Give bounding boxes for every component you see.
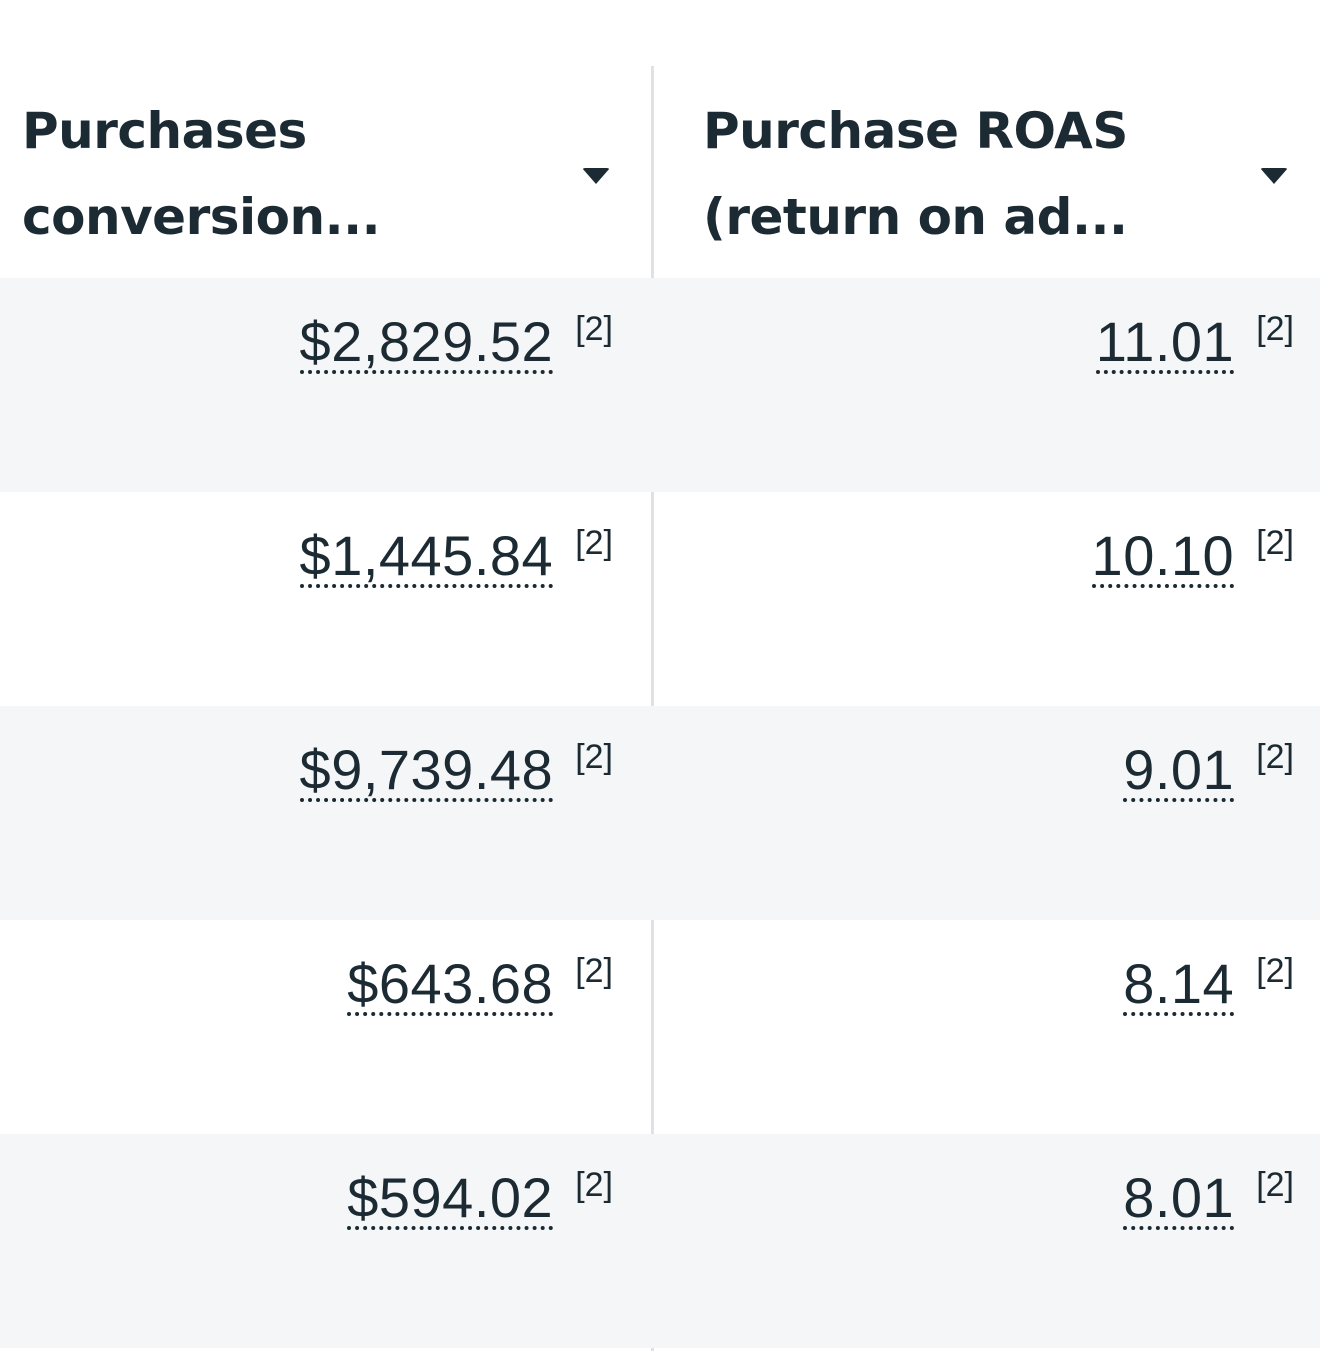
roas-cell: 8.14 [2] bbox=[1123, 952, 1294, 1016]
column-header-purchase-roas[interactable]: Purchase ROAS (return on ad... bbox=[703, 88, 1303, 278]
caret-down-icon[interactable] bbox=[1260, 168, 1288, 184]
conversion-value-cell: $1,445.84 [2] bbox=[299, 524, 613, 588]
column-header-title: Purchase ROAS (return on ad... bbox=[703, 88, 1223, 260]
table-row: $2,829.52 [2] 11.01 [2] bbox=[0, 278, 1320, 492]
conversion-value-cell: $594.02 [2] bbox=[347, 1166, 613, 1230]
conversion-value[interactable]: $2,829.52 bbox=[299, 310, 554, 374]
roas-cell: 11.01 [2] bbox=[1095, 310, 1294, 374]
roas-cell: 8.01 [2] bbox=[1123, 1166, 1294, 1230]
footnote-marker[interactable]: [2] bbox=[575, 524, 613, 562]
roas-value[interactable]: 11.01 bbox=[1095, 310, 1235, 374]
roas-value[interactable]: 10.10 bbox=[1091, 524, 1235, 588]
table-row: $9,739.48 [2] 9.01 [2] bbox=[0, 706, 1320, 920]
footnote-marker[interactable]: [2] bbox=[1256, 738, 1294, 776]
roas-cell: 9.01 [2] bbox=[1123, 738, 1294, 802]
column-header-title-line1: Purchase ROAS bbox=[703, 102, 1128, 160]
column-header-title: Purchases conversion... bbox=[22, 88, 542, 260]
conversion-value[interactable]: $643.68 bbox=[347, 952, 554, 1016]
footnote-marker[interactable]: [2] bbox=[1256, 310, 1294, 348]
footnote-marker[interactable]: [2] bbox=[1256, 952, 1294, 990]
roas-cell: 10.10 [2] bbox=[1091, 524, 1294, 588]
column-header-title-line2: conversion... bbox=[22, 188, 381, 246]
conversion-value-cell: $643.68 [2] bbox=[347, 952, 613, 1016]
caret-down-icon[interactable] bbox=[582, 168, 610, 184]
footnote-marker[interactable]: [2] bbox=[575, 310, 613, 348]
table-row: $594.02 [2] 8.01 [2] bbox=[0, 1134, 1320, 1348]
column-header-title-line1: Purchases bbox=[22, 102, 307, 160]
table-row: $1,445.84 [2] 10.10 [2] bbox=[0, 492, 1320, 706]
roas-value[interactable]: 8.01 bbox=[1123, 1166, 1235, 1230]
conversion-value-cell: $9,739.48 [2] bbox=[299, 738, 613, 802]
footnote-marker[interactable]: [2] bbox=[575, 738, 613, 776]
footnote-marker[interactable]: [2] bbox=[1256, 524, 1294, 562]
conversion-value[interactable]: $1,445.84 bbox=[299, 524, 554, 588]
conversion-value[interactable]: $594.02 bbox=[347, 1166, 554, 1230]
table-row: $643.68 [2] 8.14 [2] bbox=[0, 920, 1320, 1134]
column-header-purchases-conversion[interactable]: Purchases conversion... bbox=[22, 88, 622, 278]
footnote-marker[interactable]: [2] bbox=[1256, 1166, 1294, 1204]
footnote-marker[interactable]: [2] bbox=[575, 952, 613, 990]
roas-value[interactable]: 8.14 bbox=[1123, 952, 1235, 1016]
conversion-value-cell: $2,829.52 [2] bbox=[299, 310, 613, 374]
footnote-marker[interactable]: [2] bbox=[575, 1166, 613, 1204]
roas-value[interactable]: 9.01 bbox=[1123, 738, 1235, 802]
conversion-value[interactable]: $9,739.48 bbox=[299, 738, 554, 802]
column-header-title-line2: (return on ad... bbox=[703, 188, 1128, 246]
